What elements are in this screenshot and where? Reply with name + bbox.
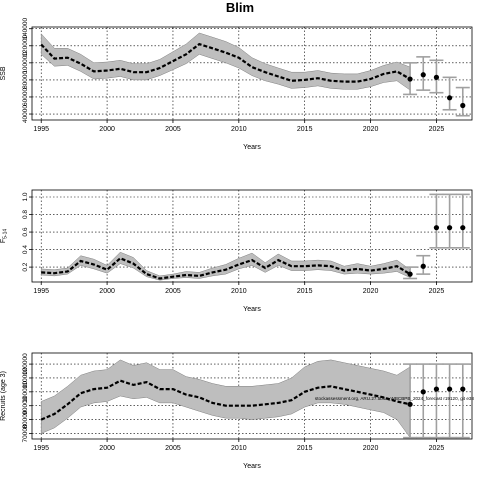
fbar-forecast-point (407, 271, 413, 277)
recruits-x-tick-label: 2005 (165, 445, 181, 452)
panel-ssb: 1995 2000 2005 2010 2015 2020 2025 40000600008… (0, 17, 473, 151)
recruits-x-tick-label: 1995 (33, 445, 49, 452)
fbar-y-axis-label: F5-14 (0, 229, 9, 244)
fbar-y-axis-label-main: F (0, 239, 7, 243)
fbar-x-tick-label: 1995 (33, 288, 49, 295)
ssb-y-tick-label: 60000 (22, 88, 29, 106)
panel-fbar: 1995 2000 2005 2010 2015 2020 2025 0.20.40.60.… (0, 189, 473, 313)
fbar-estimate-line (41, 257, 411, 280)
fbar-y-tick-label: 0.6 (22, 227, 29, 236)
recruits-y-tick-label: 120000 (22, 353, 29, 375)
ssb-forecast-point (407, 76, 413, 82)
ssb-x-axis: 1995 2000 2005 2010 2015 2020 2025 (33, 120, 444, 133)
recruits-x-axis: 1995 2000 2005 2010 2015 2020 2025 (33, 439, 444, 452)
panel-recruits: 1995 2000 2005 2010 2015 2020 2025 70000800009… (0, 352, 475, 470)
fbar-y-axis-label-sub: 5-14 (3, 229, 9, 239)
recruits-y-tick-label: 110000 (22, 367, 29, 389)
ssb-y-tick-label: 80000 (22, 70, 29, 88)
ssb-x-tick-label: 2010 (231, 126, 247, 133)
fbar-forecast-point (420, 263, 426, 269)
fbar-y-tick-label: 0.8 (22, 210, 29, 219)
recruits-forecast-point (447, 386, 453, 392)
recruits-estimate-line (40, 379, 411, 421)
ssb-forecast (403, 56, 470, 117)
fbar-forecast-point (433, 225, 440, 231)
fbar-x-tick-label: 2015 (297, 288, 313, 295)
recruits-forecast-point (407, 401, 413, 407)
recruits-y-tick-label: 70000 (22, 424, 29, 442)
recruits-y-tick-label: 80000 (22, 410, 29, 428)
fbar-y-axis: 0.2 0.4 0.6 0.8 1.0 (22, 192, 32, 272)
ssb-x-tick-label: 2025 (429, 126, 445, 133)
recruits-y-axis-label: Recruits (age 3) (0, 371, 7, 421)
fbar-x-axis-label: Years (243, 306, 261, 313)
recruits-forecast (403, 363, 470, 439)
ssb-forecast-point (433, 74, 440, 80)
figure-title: Blim (226, 0, 254, 15)
stockassessment-watermark: stockassessment.org, ARU.27.5b6a_WBCBPB_… (315, 396, 475, 401)
ssb-forecast-point (460, 102, 466, 109)
fbar-x-tick-label: 2005 (165, 288, 181, 295)
fbar-x-tick-label: 2010 (231, 288, 247, 295)
recruits-plot-frame (31, 352, 473, 440)
ssb-y-tick-label: 140000 (22, 17, 29, 39)
fbar-forecast (403, 193, 470, 280)
fbar-y-tick-label: 0.2 (22, 262, 29, 271)
recruits-x-tick-label: 2015 (297, 445, 313, 452)
ssb-y-tick-label: 120000 (22, 35, 29, 57)
fbar-y-tick-label: 1.0 (22, 192, 29, 201)
recruits-forecast-point (460, 386, 466, 392)
fbar-plot-frame (31, 189, 473, 283)
ssb-y-axis-label: SSB (0, 66, 7, 80)
recruits-x-tick-label: 2020 (363, 445, 379, 452)
ssb-x-axis-label: Years (243, 144, 261, 151)
fbar-forecast-point (447, 225, 453, 231)
ssb-y-tick-label: 100000 (22, 52, 29, 74)
ssb-x-tick-label: 1995 (33, 126, 49, 133)
fbar-x-axis: 1995 2000 2005 2010 2015 2020 2025 (33, 282, 444, 295)
fbar-y-tick-label: 0.4 (22, 245, 29, 254)
ssb-estimate-line (40, 42, 411, 83)
ssb-x-tick-label: 2020 (363, 126, 379, 133)
fbar-x-tick-label: 2000 (99, 288, 115, 295)
fbar-x-tick-label: 2025 (429, 288, 445, 295)
ssb-forecast-point (420, 72, 426, 78)
ssb-y-tick-label: 40000 (22, 105, 29, 123)
recruits-forecast-point (433, 386, 440, 392)
recruits-y-tick-label: 100000 (22, 381, 29, 403)
recruits-forecast-point (420, 389, 426, 395)
ssb-x-tick-label: 2005 (165, 126, 181, 133)
fbar-forecast-point (460, 225, 466, 231)
recruits-x-tick-label: 2000 (99, 445, 115, 452)
ssb-x-tick-label: 2015 (297, 126, 313, 133)
fbar-x-tick-label: 2020 (363, 288, 379, 295)
recruits-x-axis-label: Years (243, 463, 261, 470)
recruits-y-tick-label: 90000 (22, 396, 29, 414)
ssb-x-tick-label: 2000 (99, 126, 115, 133)
recruits-x-tick-label: 2010 (231, 445, 247, 452)
recruits-x-tick-label: 2025 (429, 445, 445, 452)
ssb-plot-frame (31, 26, 473, 121)
ssb-forecast-point (447, 95, 453, 101)
